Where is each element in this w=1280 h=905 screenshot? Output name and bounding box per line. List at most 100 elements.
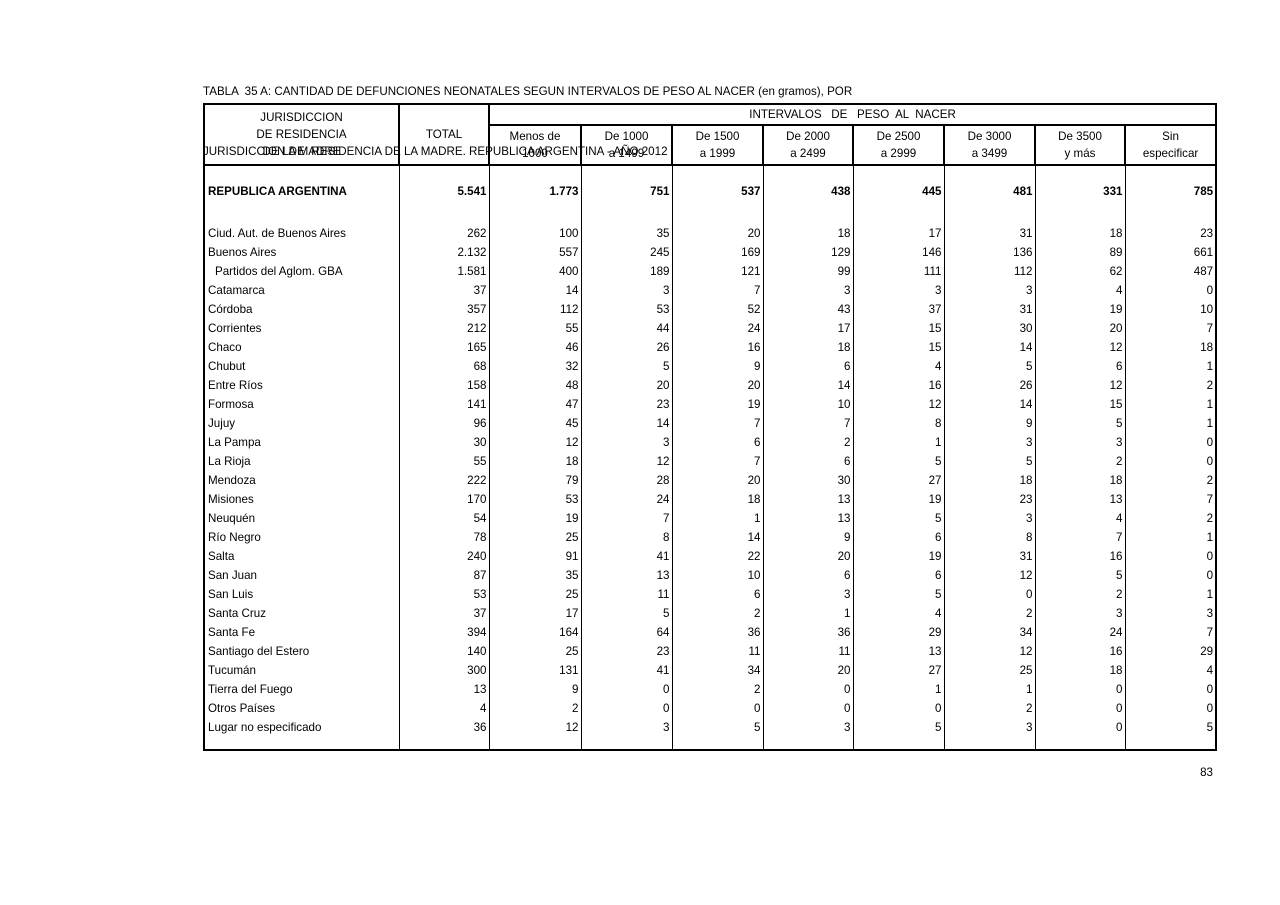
- value-cell: 129: [762, 243, 854, 262]
- value-cell: 45: [488, 414, 582, 433]
- value-cell: 5: [852, 585, 945, 604]
- value-cell: 222: [398, 471, 490, 490]
- jurisdiction-cell: Río Negro: [203, 528, 400, 547]
- value-cell: 8: [852, 414, 945, 433]
- value-cell: 262: [398, 224, 490, 243]
- value-cell: 5: [1034, 566, 1126, 585]
- value-cell: 5: [671, 718, 764, 737]
- value-cell: 46: [488, 338, 582, 357]
- value-cell: 14: [762, 376, 854, 395]
- jurisdiction-cell: Otros Países: [203, 699, 400, 718]
- value-cell: 3: [943, 281, 1036, 300]
- value-cell: 30: [398, 433, 490, 452]
- value-cell: 34: [671, 661, 764, 680]
- value-cell: 17: [852, 224, 945, 243]
- value-cell: 12: [1034, 338, 1126, 357]
- value-cell: 661: [1124, 243, 1217, 262]
- value-cell: 79: [488, 471, 582, 490]
- column-header-jurisdiccion-line2: DE RESIDENCIA: [256, 128, 347, 141]
- value-cell: 12: [488, 433, 582, 452]
- value-cell: 3: [762, 281, 854, 300]
- value-cell: 5: [1124, 718, 1217, 737]
- jurisdiction-cell: La Pampa: [203, 433, 400, 452]
- value-cell: 13: [1034, 490, 1126, 509]
- table-row: Jujuy 96 45 14 7 7 8 9 5 1: [203, 414, 1217, 433]
- value-cell: 25: [488, 642, 582, 661]
- value-cell: 0: [762, 699, 854, 718]
- value-cell: 20: [1034, 319, 1126, 338]
- value-cell: 18: [1034, 471, 1126, 490]
- value-cell: 28: [580, 471, 673, 490]
- value-cell: 19: [852, 490, 945, 509]
- value-cell: 3: [580, 718, 673, 737]
- value-cell: 31: [943, 224, 1036, 243]
- value-cell: 5: [943, 452, 1036, 471]
- value-cell: 1: [1124, 528, 1217, 547]
- value-cell: 5.541: [398, 165, 490, 224]
- value-cell: 44: [580, 319, 673, 338]
- value-cell: 91: [488, 547, 582, 566]
- value-cell: 31: [943, 300, 1036, 319]
- value-cell: 2.132: [398, 243, 490, 262]
- value-cell: 112: [943, 262, 1036, 281]
- value-cell: 3: [762, 718, 854, 737]
- value-cell: 0: [1124, 547, 1217, 566]
- value-cell: 2: [1124, 376, 1217, 395]
- value-cell: 2: [1034, 585, 1126, 604]
- value-cell: 62: [1034, 262, 1126, 281]
- value-cell: 20: [762, 661, 854, 680]
- value-cell: 4: [852, 357, 945, 376]
- value-cell: 0: [943, 585, 1036, 604]
- jurisdiction-cell: Partidos del Aglom. GBA: [203, 262, 400, 281]
- value-cell: 1: [943, 680, 1036, 699]
- value-cell: 0: [580, 699, 673, 718]
- value-cell: 5: [580, 357, 673, 376]
- header-row-weights: Menos de 1000 De 1000 a 1499 De 1500 a 1999 De…: [204, 124, 1218, 166]
- value-cell: 8: [580, 528, 673, 547]
- value-cell: 2: [943, 699, 1036, 718]
- table-row: Mendoza 222 79 28 20 30 27 18 18 2: [203, 471, 1217, 490]
- value-cell: 7: [1124, 490, 1217, 509]
- value-cell: 53: [398, 585, 490, 604]
- jurisdiction-cell: Chubut: [203, 357, 400, 376]
- value-cell: 3: [943, 718, 1036, 737]
- value-cell: 1: [852, 433, 945, 452]
- value-cell: 20: [762, 547, 854, 566]
- value-cell: 141: [398, 395, 490, 414]
- table-row: Tucumán 300 131 41 34 20 27 25 18 4: [203, 661, 1217, 680]
- value-cell: 18: [762, 338, 854, 357]
- header-row-group: JURISDICCION DE RESIDENCIA DE LA MADRE T…: [203, 103, 1218, 166]
- value-cell: 164: [488, 623, 582, 642]
- value-cell: 0: [1124, 452, 1217, 471]
- value-cell: 12: [488, 718, 582, 737]
- column-header-weight-interval: De 2000 a 2499: [762, 124, 854, 166]
- value-cell: 1.773: [488, 165, 582, 224]
- table-title-line1: TABLA 35 A: CANTIDAD DE DEFUNCIONES NEON…: [203, 85, 853, 98]
- value-cell: 27: [852, 471, 945, 490]
- table-row: Chubut 68 32 5 9 6 4 5 6 1: [203, 357, 1217, 376]
- value-cell: 487: [1124, 262, 1217, 281]
- table-row: Catamarca 37 14 3 7 3 3 3 4 0: [203, 281, 1217, 300]
- value-cell: 30: [762, 471, 854, 490]
- value-cell: 10: [671, 566, 764, 585]
- value-cell: 1: [852, 680, 945, 699]
- value-cell: 3: [943, 433, 1036, 452]
- value-cell: 0: [1124, 281, 1217, 300]
- value-cell: 26: [580, 338, 673, 357]
- column-header-weight-interval: Menos de 1000: [488, 124, 582, 166]
- table-row: Río Negro 78 25 8 14 9 6 8 7 1: [203, 528, 1217, 547]
- data-table: JURISDICCION DE RESIDENCIA DE LA MADRE T…: [203, 103, 1218, 751]
- table-row: Lugar no especificado 36 12 3 5 3 5 3 0 5: [203, 718, 1217, 737]
- value-cell: 537: [671, 165, 764, 224]
- value-cell: 7: [1034, 528, 1126, 547]
- column-header-intervalos: INTERVALOS DE PESO AL NACER: [487, 103, 1218, 126]
- value-cell: 9: [671, 357, 764, 376]
- table-row: Buenos Aires 2.132 557 245 169 129 146 136 89 661: [203, 243, 1217, 262]
- value-cell: 96: [398, 414, 490, 433]
- jurisdiction-cell: Corrientes: [203, 319, 400, 338]
- value-cell: 14: [943, 338, 1036, 357]
- value-cell: 16: [1034, 642, 1126, 661]
- value-cell: 0: [1124, 699, 1217, 718]
- value-cell: 48: [488, 376, 582, 395]
